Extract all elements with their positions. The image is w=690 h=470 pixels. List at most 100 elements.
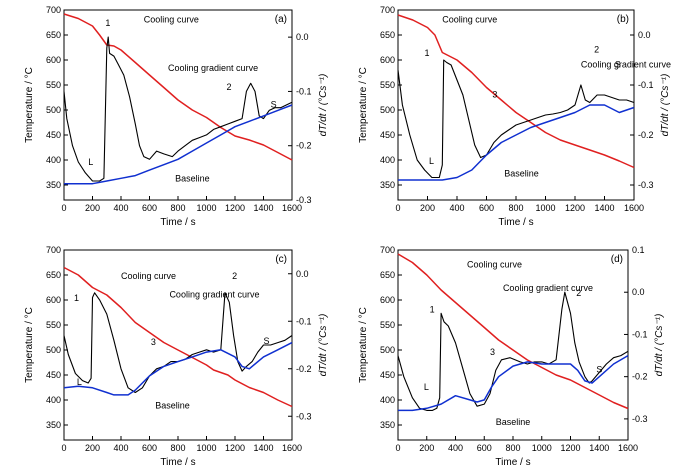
- x-tick-label: 1200: [225, 443, 245, 453]
- y-tick-label: 650: [46, 30, 61, 40]
- y-axis-label: Temperature / °C: [24, 67, 35, 143]
- y-tick-label: 400: [46, 395, 61, 405]
- x-tick-label: 0: [395, 443, 400, 453]
- annotation-label: 1: [74, 293, 79, 303]
- y2-tick-label: -0.3: [638, 180, 654, 190]
- y-tick-label: 350: [46, 420, 61, 430]
- series-line-cooling-curve: [63, 13, 293, 161]
- panel-label: (d): [611, 254, 623, 265]
- series-line-baseline: [63, 341, 293, 396]
- y-tick-label: 550: [380, 320, 395, 330]
- series-line-baseline: [398, 354, 629, 412]
- annotation-label: S: [271, 100, 277, 110]
- annotation-label: 2: [576, 288, 581, 298]
- x-axis-label: Time / s: [160, 457, 195, 468]
- y-tick-label: 450: [46, 370, 61, 380]
- y2-tick-label: 0.0: [296, 32, 309, 42]
- y-tick-label: 400: [380, 395, 395, 405]
- x-tick-label: 1600: [618, 443, 638, 453]
- annotation-label: Baseline: [175, 174, 210, 184]
- annotation-label: L: [77, 377, 82, 387]
- x-tick-label: 1400: [253, 443, 273, 453]
- x-tick-label: 1000: [535, 203, 555, 213]
- x-tick-label: 400: [449, 203, 464, 213]
- annotation-label: 3: [490, 347, 495, 357]
- y2-tick-label: -0.2: [632, 372, 648, 382]
- x-tick-label: 600: [142, 203, 157, 213]
- y-tick-label: 650: [380, 30, 395, 40]
- series-line-cooling-gradient-curve: [63, 36, 293, 182]
- x-tick-label: 400: [113, 203, 128, 213]
- x-tick-label: 200: [420, 203, 435, 213]
- x-tick-label: 1400: [589, 443, 609, 453]
- x-tick-label: 1000: [196, 443, 216, 453]
- y-tick-label: 450: [46, 130, 61, 140]
- chart-panel-2: 0 200 400 600 800 1000 1200 1400 160035040045050…: [358, 5, 671, 228]
- plot-frame: [397, 249, 629, 441]
- y2-tick-label: -0.2: [296, 364, 312, 374]
- x-tick-label: 600: [479, 203, 494, 213]
- x-tick-label: 1600: [282, 203, 302, 213]
- x-tick-label: 800: [170, 443, 185, 453]
- x-tick-label: 1200: [225, 203, 245, 213]
- series-line-cooling-gradient-curve: [397, 59, 635, 179]
- y2-axis-label: dT/dt / (°Cs⁻¹): [660, 74, 671, 137]
- x-tick-label: 1400: [594, 203, 614, 213]
- y2-tick-label: -0.1: [296, 316, 312, 326]
- y-tick-label: 350: [380, 180, 395, 190]
- y-tick-label: 400: [380, 155, 395, 165]
- x-tick-label: 600: [477, 443, 492, 453]
- y2-tick-label: -0.3: [296, 195, 312, 205]
- y2-tick-label: -0.1: [296, 86, 312, 96]
- x-tick-label: 1000: [532, 443, 552, 453]
- annotation-label: S: [596, 365, 602, 375]
- annotation-label: Cooling curve: [442, 15, 497, 25]
- y2-tick-label: -0.2: [296, 141, 312, 151]
- annotation-label: Baseline: [504, 169, 539, 179]
- y-tick-label: 450: [380, 370, 395, 380]
- y2-tick-label: 0.0: [296, 269, 309, 279]
- x-tick-label: 1600: [282, 443, 302, 453]
- annotation-label: L: [424, 382, 429, 392]
- y-axis-label: Temperature / °C: [24, 307, 35, 383]
- plot-frame: [63, 249, 293, 441]
- y-tick-label: 700: [46, 245, 61, 255]
- x-axis-label: Time / s: [160, 217, 195, 228]
- y-tick-label: 350: [380, 420, 395, 430]
- x-tick-label: 1400: [253, 203, 273, 213]
- y2-tick-label: 0.1: [632, 245, 645, 255]
- annotation-label: S: [615, 60, 621, 70]
- y-tick-label: 600: [380, 55, 395, 65]
- y-tick-label: 450: [380, 130, 395, 140]
- x-tick-label: 600: [142, 443, 157, 453]
- y-tick-label: 500: [46, 345, 61, 355]
- annotation-label: 1: [105, 18, 110, 28]
- y2-axis-label: dT/dt / (°Cs⁻¹): [318, 314, 329, 377]
- series-line-baseline: [398, 104, 635, 181]
- chart-panel-4: 0 200 400 600 800 1000 1200 1400 160035040045050…: [358, 245, 665, 468]
- y-tick-label: 700: [380, 245, 395, 255]
- y2-tick-label: -0.1: [632, 329, 648, 339]
- x-tick-label: 200: [419, 443, 434, 453]
- annotation-label: Baseline: [496, 417, 531, 427]
- y-tick-label: 500: [380, 105, 395, 115]
- panel-label: (c): [275, 254, 287, 265]
- x-tick-label: 800: [170, 203, 185, 213]
- annotation-label: Cooling gradient curve: [503, 283, 593, 293]
- x-tick-label: 0: [61, 443, 66, 453]
- annotation-label: 1: [425, 48, 430, 58]
- annotation-label: Cooling gradient curve: [581, 60, 671, 70]
- x-tick-label: 0: [395, 203, 400, 213]
- x-tick-label: 1200: [565, 203, 585, 213]
- y-tick-label: 550: [380, 80, 395, 90]
- annotation-label: L: [429, 156, 434, 166]
- annotation-label: 2: [226, 82, 231, 92]
- x-axis-label: Time / s: [495, 457, 530, 468]
- x-tick-label: 800: [508, 203, 523, 213]
- annotation-label: Baseline: [155, 401, 190, 411]
- y-tick-label: 600: [46, 55, 61, 65]
- annotation-label: Cooling curve: [144, 15, 199, 25]
- y2-tick-label: -0.2: [638, 130, 654, 140]
- y-tick-label: 700: [380, 5, 395, 15]
